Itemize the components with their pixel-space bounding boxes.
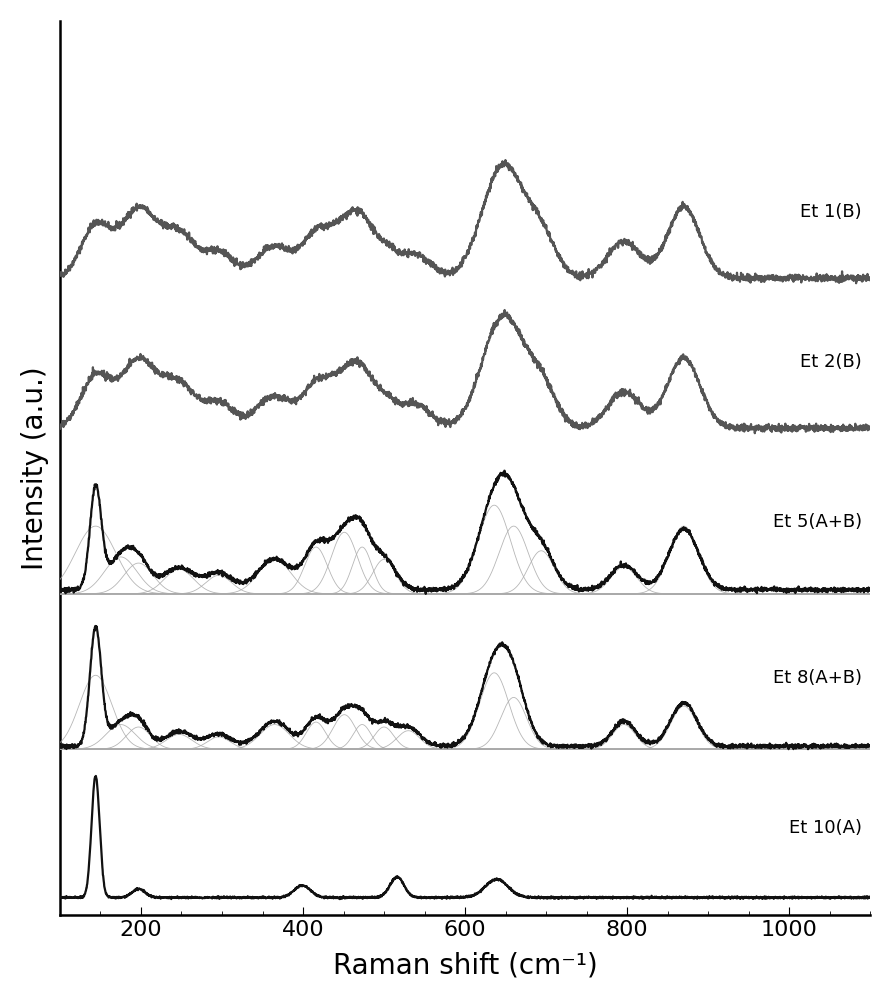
Text: Et 10(A): Et 10(A) xyxy=(789,819,862,837)
Text: Et 8(A+B): Et 8(A+B) xyxy=(773,669,862,687)
Text: Et 5(A+B): Et 5(A+B) xyxy=(772,513,862,531)
Y-axis label: Intensity (a.u.): Intensity (a.u.) xyxy=(20,366,49,570)
Text: Et 2(B): Et 2(B) xyxy=(800,353,862,371)
X-axis label: Raman shift (cm⁻¹): Raman shift (cm⁻¹) xyxy=(332,951,598,979)
Text: Et 1(B): Et 1(B) xyxy=(800,203,862,221)
